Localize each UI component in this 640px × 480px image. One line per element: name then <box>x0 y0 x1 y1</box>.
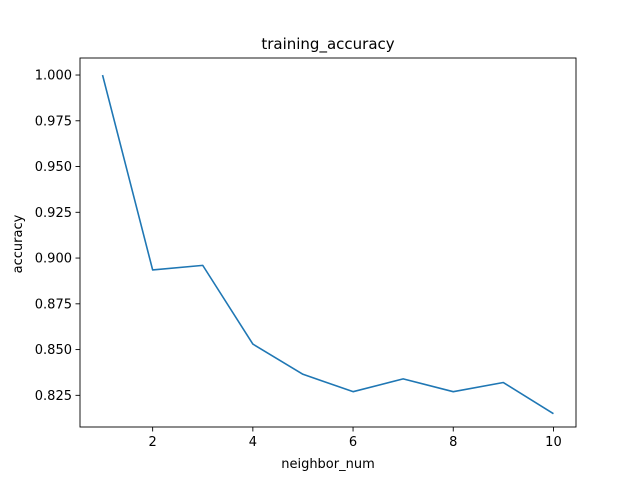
y-tick-label: 0.925 <box>35 206 72 221</box>
y-tick-label: 0.850 <box>35 343 72 358</box>
plot-frame <box>79 57 577 428</box>
series-line <box>101 74 554 415</box>
y-tick-label: 1.000 <box>35 69 72 84</box>
y-tick-label: 0.825 <box>35 389 72 404</box>
x-tick-label: 8 <box>449 435 457 450</box>
x-tick-label: 4 <box>249 435 257 450</box>
y-axis-label: accuracy <box>11 214 26 273</box>
y-tick-label: 0.950 <box>35 160 72 175</box>
x-axis: 2 4 6 8 10 <box>149 427 562 450</box>
x-tick-label: 10 <box>545 435 562 450</box>
plot-area <box>79 57 577 428</box>
y-tick-label: 0.975 <box>35 114 72 129</box>
x-tick-label: 6 <box>349 435 357 450</box>
x-axis-label: neighbor_num <box>281 457 375 472</box>
y-tick-label: 0.900 <box>35 252 72 267</box>
x-tick-label: 2 <box>149 435 157 450</box>
chart-title: training_accuracy <box>261 35 394 54</box>
y-axis: 0.825 0.850 0.875 0.900 0.925 0.950 0.975 1.000 <box>35 69 80 404</box>
y-tick-label: 0.875 <box>35 297 72 312</box>
